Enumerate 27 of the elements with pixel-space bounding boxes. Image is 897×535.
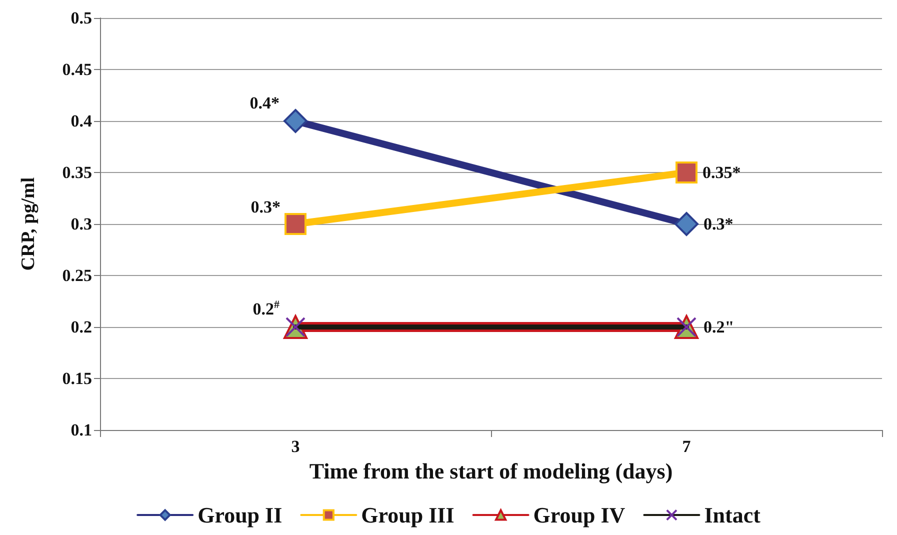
y-tick-label: 0.5 <box>70 8 92 28</box>
x-tick-label: 3 <box>291 437 300 456</box>
y-tick-label: 0.1 <box>70 420 92 440</box>
legend-label: Group II <box>198 502 282 528</box>
data-label: 0.3* <box>704 214 734 234</box>
legend-label: Group III <box>361 502 454 528</box>
data-label: 0.2" <box>704 318 734 336</box>
y-tick-label: 0.3 <box>70 214 92 234</box>
x-tick-label: 7 <box>682 437 692 456</box>
point <box>676 162 698 184</box>
y-tick-label: 0.15 <box>62 369 92 388</box>
y-axis-title: CRP, pg/ml <box>18 177 39 271</box>
point <box>284 109 308 133</box>
y-tick-label: 0.35 <box>62 163 92 182</box>
data-label: 0.35* <box>702 163 741 182</box>
data-label: 0.3* <box>250 198 280 216</box>
x-axis-title: Time from the start of modeling (days) <box>309 458 673 484</box>
point <box>284 213 306 235</box>
legend-label: Intact <box>704 502 762 528</box>
y-tick-label: 0.4 <box>70 112 92 130</box>
data-label: 0.4* <box>250 94 280 112</box>
data-label: 0.2# <box>252 299 280 318</box>
legend-label: Group IV <box>533 502 626 528</box>
point <box>674 212 698 236</box>
y-tick-label: 0.25 <box>62 266 92 285</box>
y-tick-label: 0.45 <box>62 60 92 79</box>
y-tick-label: 0.2 <box>70 318 92 336</box>
